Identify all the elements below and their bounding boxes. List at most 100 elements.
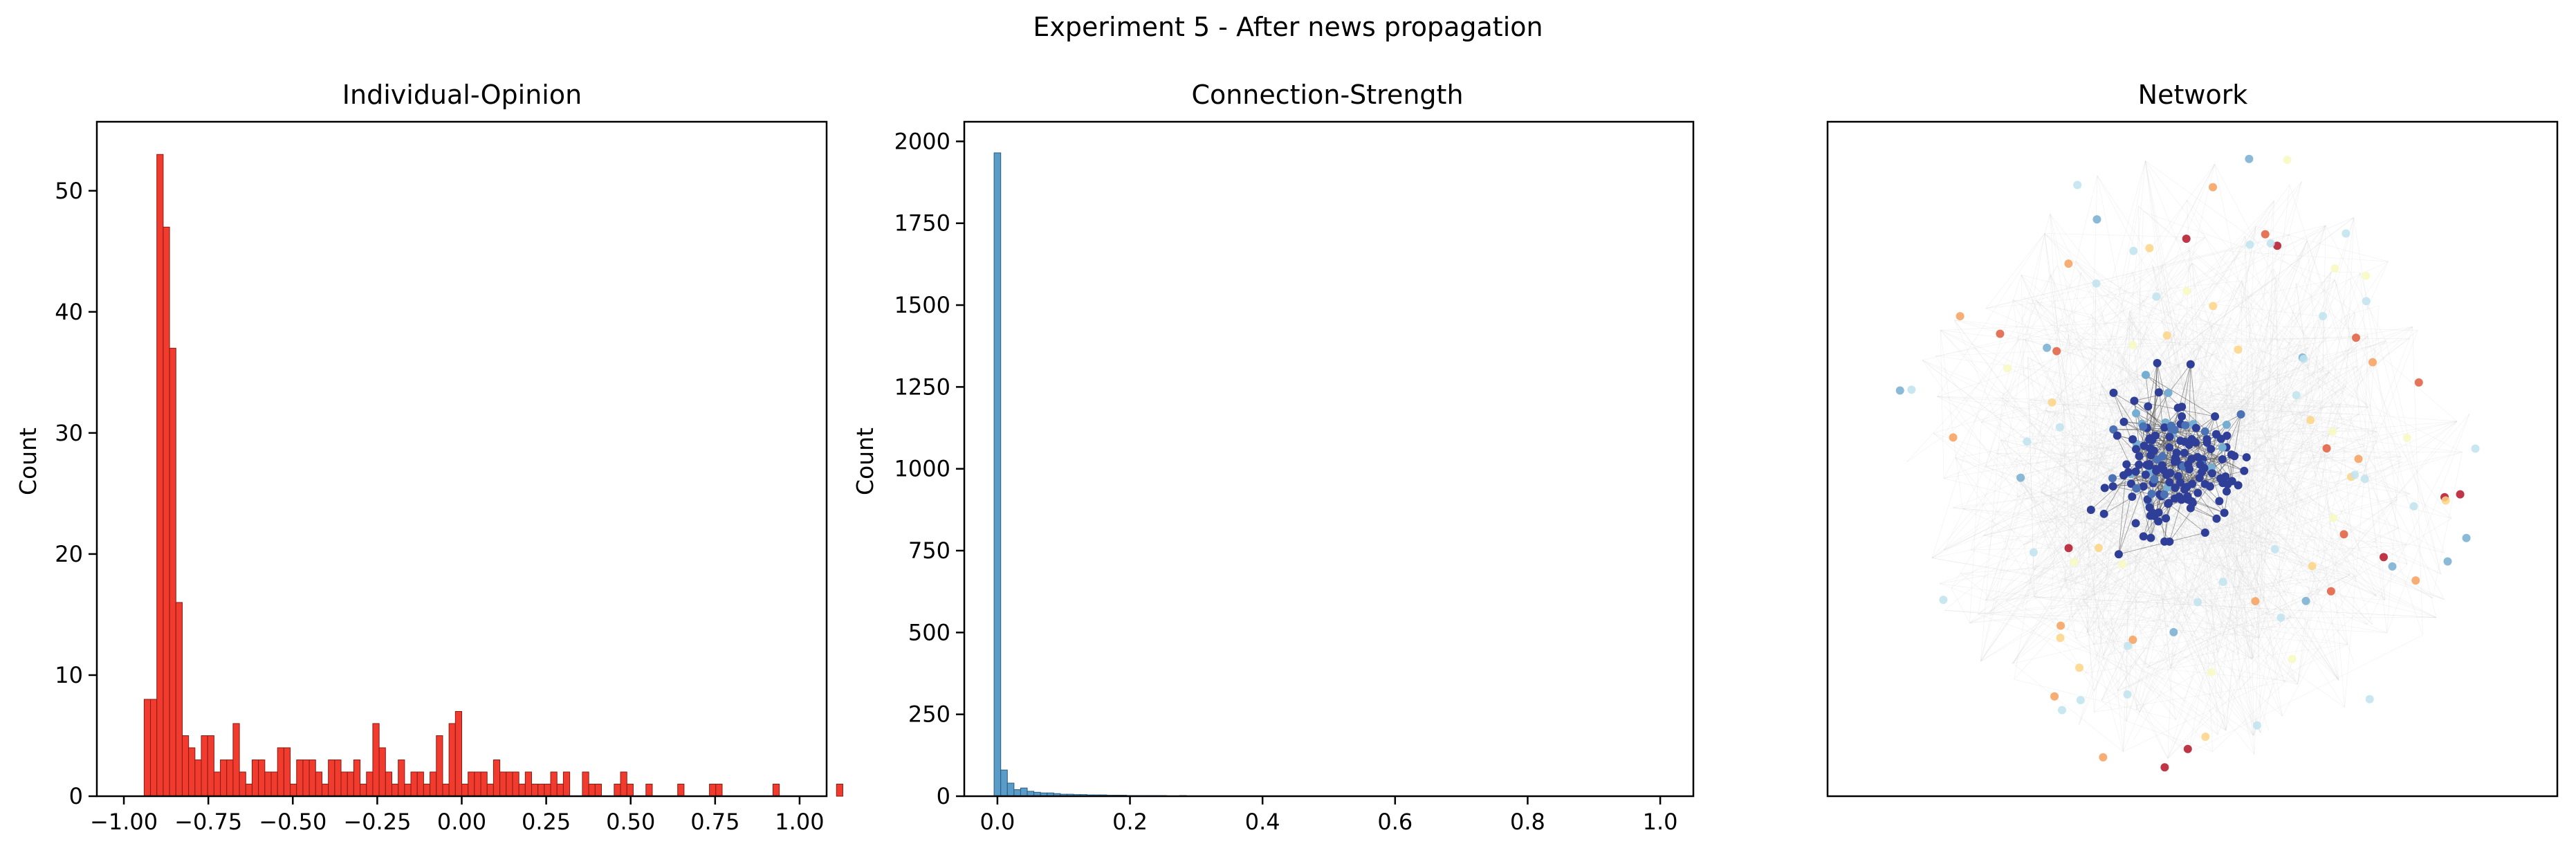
network-background-edge bbox=[2244, 399, 2368, 625]
network-background-edge bbox=[2224, 352, 2241, 690]
network-background-edge bbox=[2187, 200, 2386, 600]
network-background-edge bbox=[2386, 414, 2470, 633]
network-background-edge bbox=[2101, 311, 2124, 385]
network-background-edge bbox=[2168, 464, 2271, 627]
network-background-edge bbox=[2117, 617, 2292, 691]
network-background-edge bbox=[2254, 419, 2339, 681]
network-node bbox=[2206, 482, 2215, 491]
histogram-bar bbox=[328, 759, 335, 797]
network-node bbox=[2064, 544, 2073, 553]
network-node bbox=[2360, 475, 2369, 484]
network-background-edge bbox=[2139, 446, 2322, 713]
network-node bbox=[2165, 443, 2174, 452]
network-background-edge bbox=[2335, 279, 2408, 564]
network-background-edge bbox=[2044, 233, 2132, 318]
network-node bbox=[2170, 425, 2179, 434]
network-background-edge bbox=[1931, 558, 2387, 633]
histogram-bar bbox=[562, 771, 571, 797]
network-background-edge bbox=[1969, 422, 1982, 623]
network-node bbox=[2118, 560, 2127, 569]
network-background-edge bbox=[1983, 535, 2278, 542]
network-background-edge bbox=[2323, 367, 2346, 387]
network-background-edge bbox=[2012, 300, 2046, 522]
network-node bbox=[2164, 388, 2173, 397]
network-node bbox=[2149, 446, 2158, 455]
network-node bbox=[2130, 396, 2139, 405]
network-node bbox=[2322, 444, 2331, 453]
histogram-bar bbox=[309, 759, 316, 797]
network-background-edge bbox=[2036, 300, 2102, 385]
network-node bbox=[2128, 635, 2137, 644]
network-background-edge bbox=[2063, 160, 2146, 580]
network-background-edge bbox=[1922, 310, 2124, 360]
histogram-bar bbox=[556, 783, 564, 797]
network-node bbox=[2154, 508, 2163, 517]
network-background-edge bbox=[1935, 335, 2368, 357]
network-node bbox=[2273, 241, 2282, 250]
network-background-edge bbox=[2030, 399, 2126, 546]
network-background-edge bbox=[1940, 322, 2134, 331]
network-background-edge bbox=[2093, 617, 2292, 645]
network-background-edge bbox=[2135, 325, 2213, 710]
network-background-edge bbox=[2117, 163, 2215, 351]
network-background-edge bbox=[1971, 549, 2189, 603]
network-node bbox=[2251, 597, 2260, 606]
network-edge bbox=[2224, 414, 2241, 513]
network-node bbox=[2201, 732, 2210, 741]
network-node bbox=[2193, 598, 2202, 607]
network-background-edge bbox=[2261, 371, 2330, 430]
network-background-edge bbox=[2094, 681, 2285, 712]
histogram-bar bbox=[423, 783, 431, 797]
histogram-bar bbox=[512, 771, 519, 797]
network-node bbox=[2141, 470, 2150, 479]
y-tick-label: 50 bbox=[55, 178, 83, 204]
network-background-edge bbox=[2012, 300, 2098, 346]
axes-frame-individual-opinion bbox=[95, 120, 828, 798]
x-tick-label: 0.4 bbox=[1245, 809, 1280, 835]
network-background-edge bbox=[2095, 432, 2175, 482]
histogram-bar bbox=[321, 783, 329, 797]
network-node bbox=[2388, 562, 2397, 571]
network-background-edge bbox=[2188, 366, 2357, 459]
network-node bbox=[2329, 513, 2338, 522]
network-background-edge bbox=[2138, 206, 2369, 407]
network-background-edge bbox=[2346, 305, 2380, 315]
network-node bbox=[2185, 465, 2194, 474]
network-node bbox=[2148, 436, 2157, 445]
network-background-edge bbox=[2141, 241, 2308, 623]
network-background-edge bbox=[2097, 479, 2254, 632]
network-background-edge bbox=[2005, 600, 2227, 731]
histogram-bar bbox=[1020, 787, 1028, 797]
histogram-bar bbox=[175, 602, 183, 797]
network-background-edge bbox=[2230, 279, 2335, 515]
network-background-edge bbox=[2252, 574, 2350, 627]
network-background-edge bbox=[2230, 181, 2302, 392]
network-background-edge bbox=[2241, 280, 2243, 467]
network-node bbox=[2222, 487, 2231, 496]
network-background-edge bbox=[1971, 479, 2254, 551]
network-node bbox=[2354, 454, 2363, 463]
network-background-edge bbox=[2044, 233, 2205, 238]
network-background-edge bbox=[2019, 315, 2133, 437]
network-background-edge bbox=[2126, 451, 2207, 721]
histogram-bar bbox=[410, 771, 418, 797]
network-node bbox=[2180, 485, 2189, 494]
network-background-edge bbox=[2000, 261, 2389, 441]
network-background-edge bbox=[2093, 644, 2124, 752]
network-background-edge bbox=[2138, 206, 2301, 341]
network-background-edge bbox=[2095, 432, 2124, 752]
network-node bbox=[2070, 558, 2079, 567]
network-background-edge bbox=[2016, 457, 2118, 691]
network-background-edge bbox=[1954, 320, 2206, 392]
network-background-edge bbox=[1953, 467, 2054, 508]
network-node bbox=[2222, 421, 2231, 430]
network-background-edge bbox=[2184, 313, 2310, 359]
network-background-edge bbox=[2214, 453, 2339, 681]
network-background-edge bbox=[2191, 423, 2382, 544]
network-node bbox=[2188, 479, 2197, 488]
histogram-bar bbox=[430, 771, 437, 797]
network-background-edge bbox=[2017, 175, 2098, 497]
network-background-edge bbox=[2225, 268, 2274, 731]
network-background-edge bbox=[2041, 491, 2124, 531]
network-background-edge bbox=[2205, 318, 2232, 392]
